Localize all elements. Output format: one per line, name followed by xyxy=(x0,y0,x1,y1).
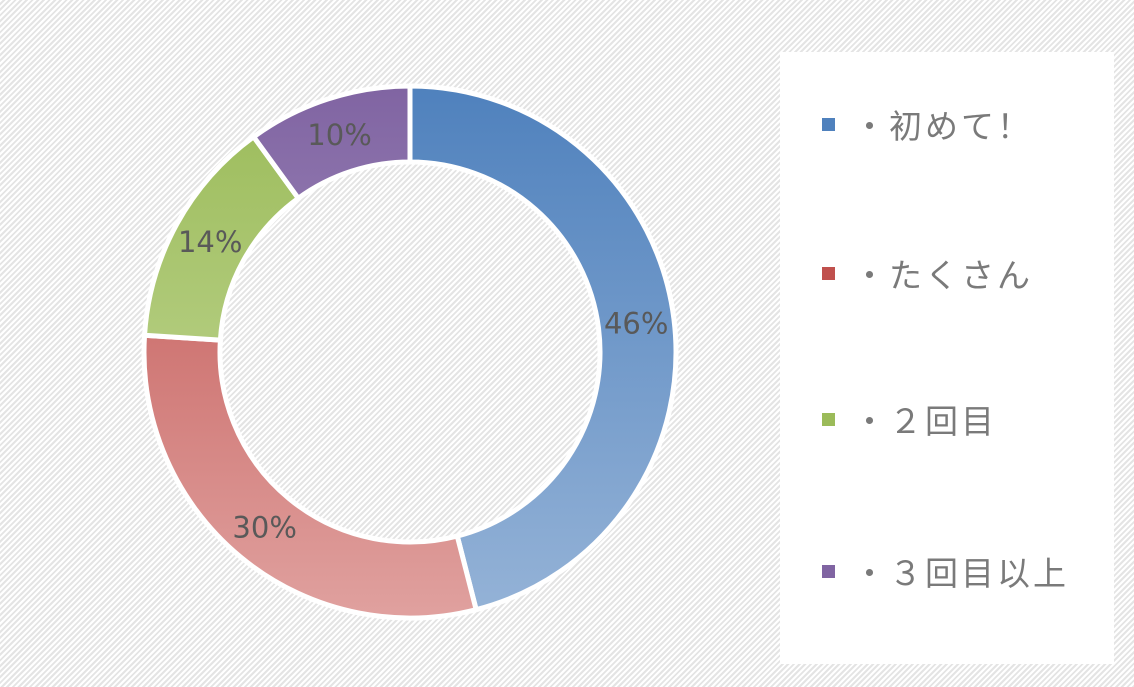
donut-slice-3 xyxy=(250,83,413,202)
legend-label-1: ・たくさん xyxy=(853,256,1033,295)
legend-item-3: ・３回目以上 xyxy=(822,551,1069,593)
legend-swatch-0 xyxy=(822,117,835,131)
legend-swatch-1 xyxy=(822,266,835,280)
data-label-1: 30% xyxy=(232,511,296,545)
legend-label-3: ・３回目以上 xyxy=(853,554,1069,593)
donut-svg: 46% 30% 14% 10% xyxy=(141,83,679,621)
legend-item-1: ・たくさん xyxy=(822,253,1033,295)
data-label-2: 14% xyxy=(178,225,242,259)
legend-swatch-3 xyxy=(822,564,835,578)
legend-item-2: ・２回目 xyxy=(822,399,997,441)
legend-label-0: ・初めて！ xyxy=(853,107,1033,146)
donut-chart: 46% 30% 14% 10% xyxy=(141,83,679,621)
legend-label-2: ・２回目 xyxy=(853,402,997,441)
data-label-3: 10% xyxy=(307,118,371,152)
legend: ・初めて！ ・たくさん ・２回目 ・３回目以上 xyxy=(780,52,1114,664)
data-label-0: 46% xyxy=(604,306,668,340)
donut-slice-0 xyxy=(407,83,679,613)
donut-slice-1 xyxy=(141,332,480,621)
legend-item-0: ・初めて！ xyxy=(822,104,1033,146)
legend-swatch-2 xyxy=(822,412,835,426)
